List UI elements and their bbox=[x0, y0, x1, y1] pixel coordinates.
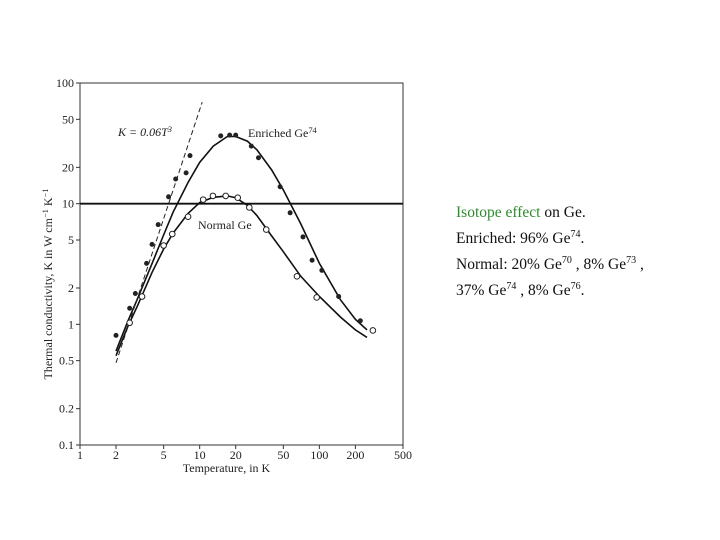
y-tick-label: 0.5 bbox=[59, 354, 74, 368]
note-line: Normal: 20% Ge70 , 8% Ge73 , bbox=[456, 250, 644, 276]
x-tick-label: 1 bbox=[77, 448, 83, 462]
x-tick-label: 10 bbox=[194, 448, 206, 462]
note-text: 70 bbox=[561, 255, 572, 267]
data-point bbox=[218, 133, 224, 139]
data-point bbox=[155, 222, 161, 228]
x-tick-label: 100 bbox=[310, 448, 328, 462]
data-point bbox=[262, 226, 270, 233]
note-text: . bbox=[580, 282, 585, 300]
data-point bbox=[209, 192, 217, 200]
x-tick-label: 5 bbox=[161, 448, 167, 462]
y-tick-label: 100 bbox=[56, 76, 74, 90]
data-point bbox=[248, 143, 254, 149]
series-label: Normal Ge bbox=[198, 218, 252, 232]
note-text: on Ge. bbox=[540, 204, 586, 221]
note-text: Enriched: 96% Ge bbox=[456, 230, 571, 248]
data-point bbox=[277, 184, 283, 190]
y-axis-label-part: −1 bbox=[41, 189, 50, 198]
series-label-part: Enriched Ge bbox=[248, 126, 308, 140]
x-tick-label: 2 bbox=[113, 448, 119, 462]
y-tick-label: 20 bbox=[62, 160, 74, 174]
data-point bbox=[199, 196, 207, 203]
data-point bbox=[246, 204, 253, 211]
dashed-line-label-part: K = 0.06T bbox=[117, 125, 169, 139]
x-axis-label: Temperature, in K bbox=[183, 461, 271, 475]
data-point bbox=[336, 294, 342, 300]
data-point bbox=[144, 260, 150, 266]
y-tick-label: 5 bbox=[68, 233, 74, 247]
y-axis-label-part: K bbox=[41, 197, 55, 209]
plot-frame bbox=[79, 82, 404, 446]
data-point bbox=[113, 332, 119, 338]
slide-text: Isotope effect on Ge. Enriched: 96% Ge74.… bbox=[456, 202, 644, 302]
data-point bbox=[127, 305, 133, 311]
series-label-part: 74 bbox=[308, 126, 317, 135]
y-axis-label-part: −1 bbox=[41, 209, 50, 218]
note-text: 37% Ge bbox=[456, 282, 507, 300]
data-point bbox=[234, 194, 242, 202]
y-tick-label: 50 bbox=[62, 112, 74, 126]
note-text: , 8% Ge bbox=[571, 256, 627, 274]
data-point bbox=[293, 273, 301, 280]
series-label-part: Normal Ge bbox=[198, 218, 252, 232]
dashed-line bbox=[115, 101, 203, 363]
data-point bbox=[126, 319, 133, 327]
data-point bbox=[187, 153, 193, 159]
data-point bbox=[287, 210, 293, 216]
y-axis-label: Thermal conductivity, K in W cm−1 K−1 bbox=[41, 189, 56, 380]
data-point bbox=[160, 242, 167, 249]
data-point bbox=[184, 213, 192, 220]
data-point bbox=[168, 230, 176, 238]
y-tick-label: 0.1 bbox=[59, 438, 74, 452]
data-point bbox=[300, 234, 306, 240]
y-tick-label: 0.2 bbox=[59, 402, 74, 416]
note-line: Isotope effect on Ge. bbox=[456, 202, 644, 224]
data-point bbox=[173, 176, 179, 182]
x-tick-label: 20 bbox=[230, 448, 242, 462]
note-text: Isotope effect bbox=[456, 204, 541, 221]
note-text: . bbox=[580, 230, 585, 248]
data-point bbox=[369, 327, 377, 334]
y-tick-label: 10 bbox=[62, 197, 74, 211]
series-label: Enriched Ge74 bbox=[248, 126, 318, 141]
data-point bbox=[309, 257, 315, 263]
dashed-line-label: K = 0.06T3 bbox=[117, 125, 172, 140]
data-point bbox=[255, 155, 261, 161]
y-tick-label: 2 bbox=[68, 281, 74, 295]
data-point bbox=[183, 170, 189, 176]
data-point bbox=[233, 132, 239, 138]
data-point bbox=[357, 318, 363, 324]
x-tick-label: 500 bbox=[394, 448, 412, 462]
note-line: Enriched: 96% Ge74. bbox=[456, 224, 644, 250]
note-text: , bbox=[636, 256, 644, 274]
y-axis-label-part: Thermal conductivity, K in W cm bbox=[41, 217, 55, 379]
note-text: 74 bbox=[506, 281, 517, 293]
data-point bbox=[319, 267, 325, 273]
fit-curve bbox=[115, 195, 368, 356]
data-point bbox=[313, 294, 320, 301]
x-tick-label: 200 bbox=[346, 448, 364, 462]
data-point bbox=[149, 241, 155, 247]
note-line: 37% Ge74 , 8% Ge76. bbox=[456, 276, 644, 302]
note-text: 74 bbox=[570, 229, 581, 240]
data-point bbox=[138, 293, 146, 300]
data-point bbox=[166, 194, 172, 200]
note-text: , 8% Ge bbox=[516, 282, 571, 300]
data-point bbox=[132, 291, 138, 297]
note-text: 73 bbox=[626, 255, 637, 267]
dashed-line-label-part: 3 bbox=[167, 125, 172, 134]
x-tick-label: 50 bbox=[277, 448, 289, 462]
y-tick-label: 1 bbox=[68, 317, 74, 331]
note-text: 76 bbox=[570, 281, 581, 293]
data-point bbox=[222, 192, 230, 200]
data-point bbox=[227, 132, 233, 138]
note-text: Normal: 20% Ge bbox=[456, 256, 562, 274]
